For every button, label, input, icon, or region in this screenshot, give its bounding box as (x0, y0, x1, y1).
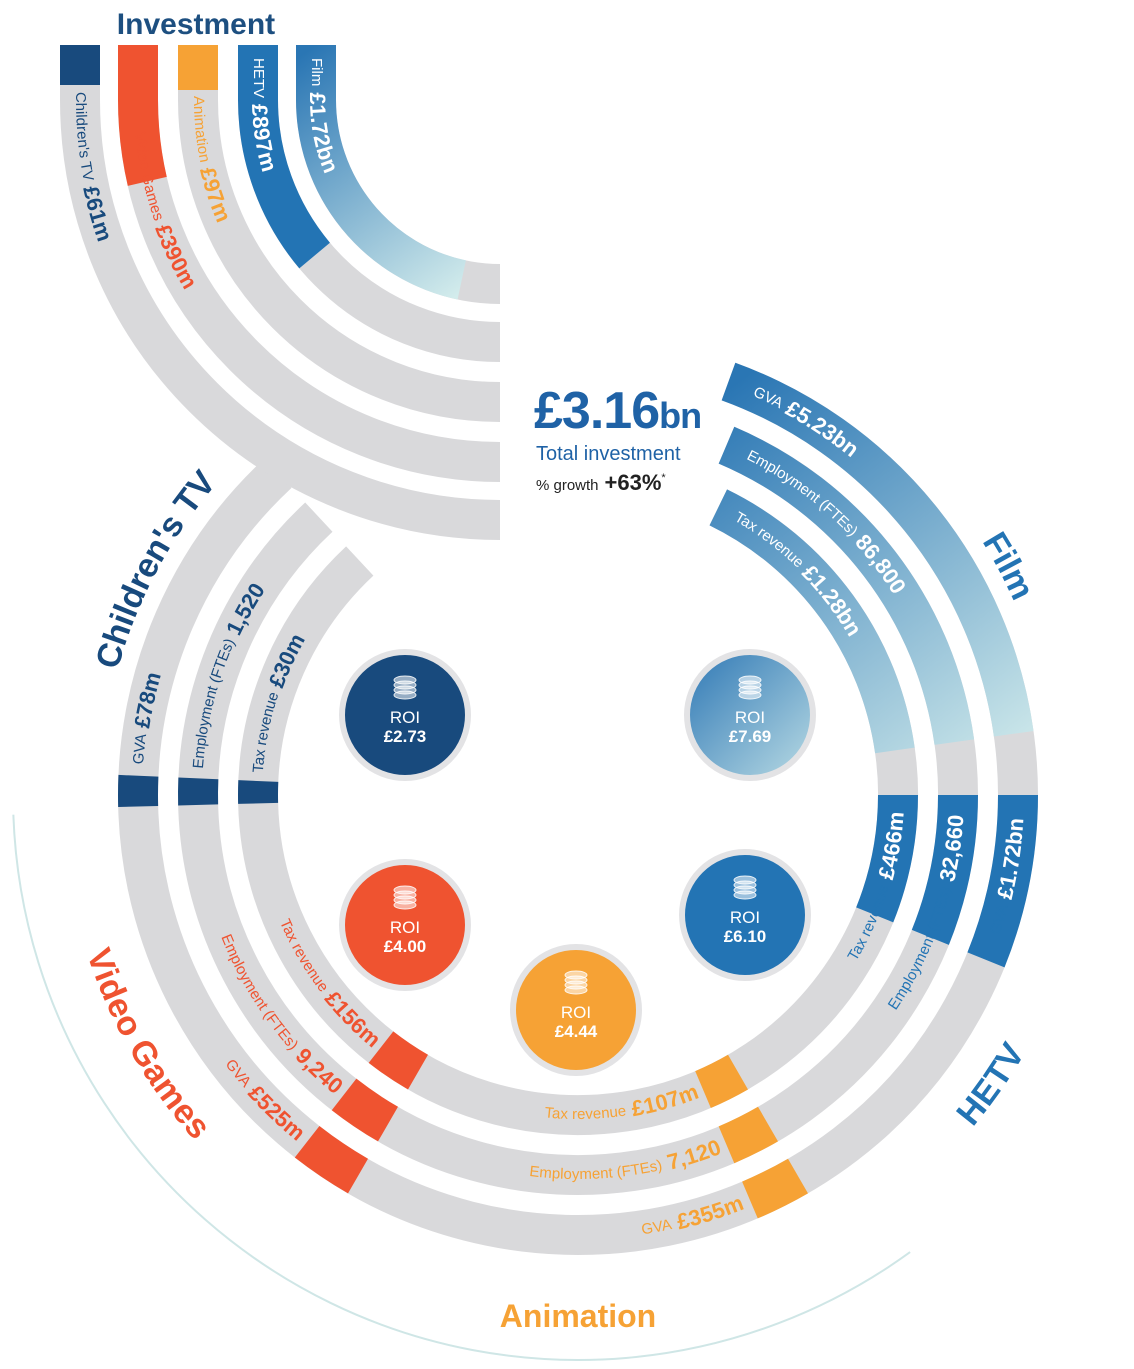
roi-label: ROI (390, 918, 420, 937)
growth-label: % growth (536, 477, 599, 494)
investment-segment (296, 99, 467, 300)
roi-label: ROI (735, 708, 765, 727)
total-investment-value: £3.16bn (534, 382, 701, 440)
coin-icon (564, 970, 588, 980)
coin-icon (393, 885, 417, 895)
roi-value: £2.73 (384, 727, 427, 746)
animation-segment (741, 1158, 808, 1219)
video-games-segment (368, 1031, 429, 1090)
investment-segment (118, 99, 167, 186)
investment-band (178, 99, 501, 422)
animation-segment (718, 1106, 778, 1164)
roi-value: £6.10 (724, 927, 767, 946)
coin-icon (733, 875, 757, 885)
investment-segment (238, 99, 331, 269)
metric-label: GVA (640, 1216, 673, 1238)
metric-label: Tax revenue (544, 1102, 627, 1123)
investment-segment (60, 45, 100, 85)
roi-circle (679, 849, 811, 981)
film-segment (721, 362, 1034, 737)
investment-band (60, 99, 501, 540)
total-investment-label: Total investment (536, 443, 681, 465)
outer-arc (12, 814, 911, 1361)
investment-segment (178, 45, 218, 90)
investment-name: HETV (250, 58, 267, 98)
roi-value: £4.00 (384, 937, 427, 956)
roi-circle (684, 649, 816, 781)
total-unit: bn (659, 395, 701, 436)
investment-segment (296, 45, 336, 101)
video-games-segment (331, 1078, 399, 1142)
roi-label: ROI (730, 908, 760, 927)
roi-value: £4.44 (555, 1022, 598, 1041)
hetv-segment (856, 794, 918, 923)
roi-label: ROI (390, 708, 420, 727)
film-segment (718, 426, 975, 745)
investment-segment (118, 45, 158, 101)
growth: % growth +63%* (536, 470, 666, 495)
film-segment (709, 489, 915, 754)
investment-segment (238, 45, 278, 101)
sector-title: Animation (500, 1298, 656, 1334)
roi-circle (510, 944, 642, 1076)
hetv-segment (967, 794, 1038, 968)
investment-name: Film (308, 58, 325, 86)
animation-segment (694, 1054, 748, 1108)
coin-icon (738, 675, 762, 685)
coin-icon (393, 675, 417, 685)
video-games-segment (294, 1125, 369, 1194)
roi-label: ROI (561, 1003, 591, 1022)
growth-note: * (661, 472, 666, 484)
metric-label: GVA (130, 733, 150, 765)
roi-value: £7.69 (729, 727, 772, 746)
growth-value: +63% (605, 470, 662, 495)
hetv-segment (911, 794, 978, 945)
investment-title: Investment (117, 8, 275, 41)
roi-circle (339, 859, 471, 991)
roi-circle (339, 649, 471, 781)
investment-band (118, 99, 501, 482)
sector-title: HETV (949, 1036, 1032, 1132)
